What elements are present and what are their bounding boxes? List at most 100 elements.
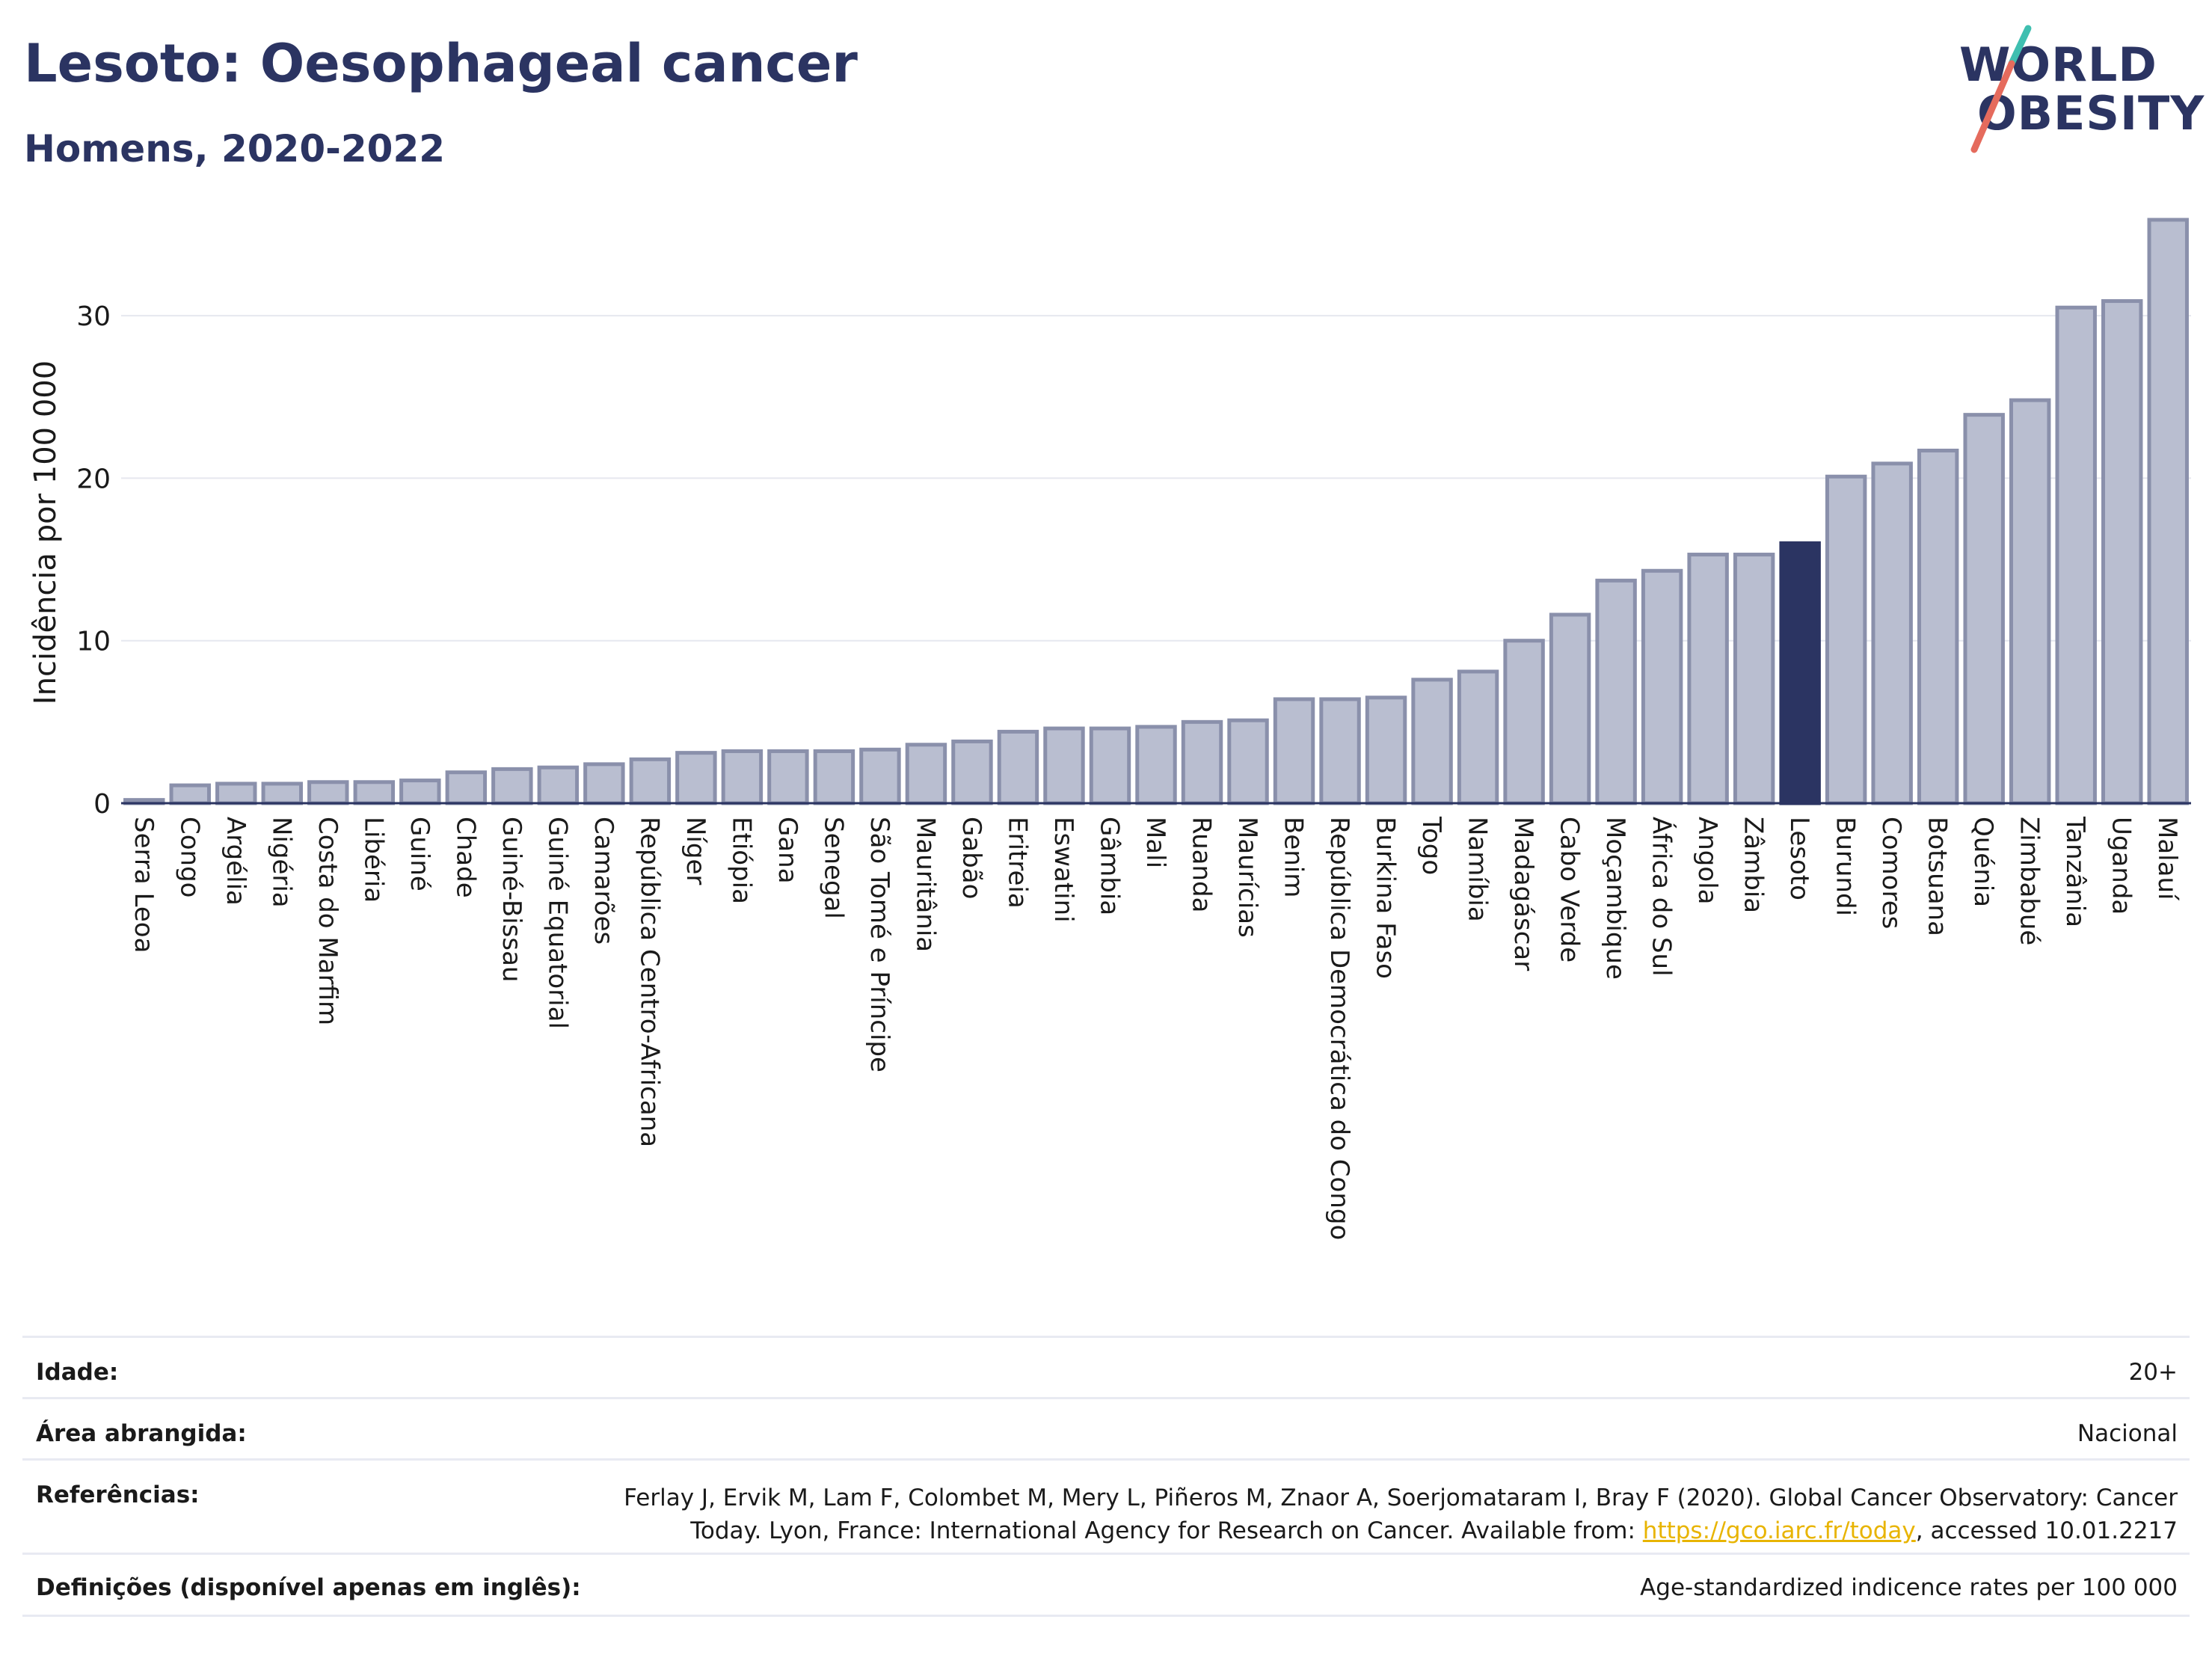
x-tick-label: Gana [772,817,802,884]
x-tick-label: São Tomé e Príncipe [864,817,894,1072]
bar[interactable] [997,729,1039,805]
bar[interactable] [445,770,488,805]
x-tick-label: Níger [681,817,710,885]
bar[interactable] [2009,398,2051,805]
definitions-label: Definições (disponível apenas em inglês)… [36,1574,581,1601]
details-row-references: Referências: Ferlay J, Ervik M, Lam F, C… [22,1458,2190,1553]
x-tick-label: Mali [1140,817,1170,868]
references-line-2-prefix: Today. Lyon, France: International Agenc… [690,1517,1643,1544]
x-tick-label: Mauritânia [910,817,940,952]
x-tick-label: Malauí [2152,817,2182,901]
bar[interactable] [399,779,441,805]
bar[interactable] [215,782,257,805]
x-axis-ticks: Serra Leoa Congo Argélia Nigéria Costa do Ma… [129,816,2182,1240]
bar-highlighted[interactable] [1779,541,1821,805]
bar[interactable] [1043,726,1085,805]
x-tick-label: Namíbia [1463,817,1493,922]
x-tick-label: Madagáscar [1508,817,1538,971]
bar[interactable] [583,762,625,805]
x-tick-label: Chade [450,817,480,898]
bar[interactable] [537,765,580,805]
bar[interactable] [721,749,764,805]
x-tick-label: República Democrática do Congo [1324,817,1354,1240]
references-link[interactable]: https://gco.iarc.fr/today [1642,1517,1916,1544]
bar[interactable] [491,767,533,805]
bar[interactable] [1273,697,1315,805]
x-tick-label: Serra Leoa [129,817,159,953]
bar[interactable] [629,757,672,805]
bar[interactable] [2055,305,2097,805]
bar[interactable] [1825,474,1867,805]
bar[interactable] [353,780,396,805]
x-tick-label: Nigéria [266,817,296,908]
bar[interactable] [1503,639,1545,805]
bar[interactable] [1227,718,1269,805]
bar[interactable] [951,739,993,805]
details-row-definitions: Definições (disponível apenas em inglês)… [22,1553,2190,1617]
age-label: Idade: [36,1359,119,1386]
bar[interactable] [2101,299,2143,805]
x-tick-label: Cabo Verde [1555,817,1585,962]
bar[interactable] [1411,678,1453,805]
x-tick-label: Lesoto [1784,817,1814,900]
bar[interactable] [1457,669,1499,805]
x-tick-label: Costa do Marfim [313,817,342,1025]
x-tick-label: Eritreia [1002,817,1032,909]
x-tick-label: Ruanda [1187,817,1217,912]
bar[interactable] [813,749,855,805]
bars [123,218,2189,805]
bar[interactable] [1963,413,2005,805]
y-tick-label: 30 [76,301,111,332]
x-tick-label: Benim [1279,817,1309,897]
x-tick-label: Eswatini [1048,817,1078,923]
x-tick-label: África do Sul [1647,817,1677,977]
bar[interactable] [905,743,947,805]
y-axis-ticks: 0 10 20 30 [76,301,111,820]
references-label: Referências: [36,1481,200,1508]
y-axis-title: Incidência por 100 000 [28,360,63,704]
bar[interactable] [261,782,304,805]
bar[interactable] [1135,725,1177,805]
x-tick-label: Burkina Faso [1371,817,1401,979]
definitions-value: Age-standardized indicence rates per 100… [1640,1574,2178,1601]
references-value: Ferlay J, Ervik M, Lam F, Colombet M, Me… [624,1481,2178,1547]
bar[interactable] [1917,448,1959,805]
x-tick-label: Guiné-Bissau [497,817,526,982]
age-value: 20+ [2128,1359,2178,1386]
x-tick-label: Botsuana [1923,817,1953,936]
bar[interactable] [1641,568,1683,805]
bar[interactable] [1595,578,1637,805]
chart-subtitle: Homens, 2020-2022 [24,127,446,171]
x-tick-label: Zâmbia [1739,817,1769,913]
bar[interactable] [1733,553,1775,805]
bar[interactable] [1089,726,1131,805]
references-line-1: Ferlay J, Ervik M, Lam F, Colombet M, Me… [624,1484,2178,1511]
bar[interactable] [1365,696,1407,805]
logo-line-2: OBESITY [1977,86,2205,141]
chart-title: Lesoto: Oesophageal cancer [24,33,858,94]
x-tick-label: Guiné Equatorial [542,817,572,1029]
x-tick-label: Camarões [589,817,618,945]
x-tick-label: Senegal [818,817,848,919]
y-tick-label: 0 [93,789,111,820]
x-tick-label: Argélia [221,817,251,906]
area-value: Nacional [2077,1420,2178,1447]
y-tick-label: 20 [76,464,111,494]
bar[interactable] [1181,719,1223,805]
logo-line-1: WORLD [1959,37,2157,92]
bar[interactable] [307,780,349,805]
references-line-2-suffix: , accessed 10.01.2217 [1915,1517,2178,1544]
bar[interactable] [675,751,717,805]
bar[interactable] [1687,553,1729,805]
x-tick-label: Zimbabué [2015,817,2044,945]
logo-slash-icon [1970,25,2032,153]
bar[interactable] [1319,697,1361,805]
x-tick-label: Togo [1416,816,1446,875]
bar[interactable] [767,749,809,805]
bar[interactable] [859,747,901,805]
bar[interactable] [1549,612,1591,805]
bar[interactable] [2147,218,2189,805]
x-tick-label: Uganda [2107,817,2136,915]
bar[interactable] [169,783,211,805]
bar[interactable] [1871,461,1913,805]
